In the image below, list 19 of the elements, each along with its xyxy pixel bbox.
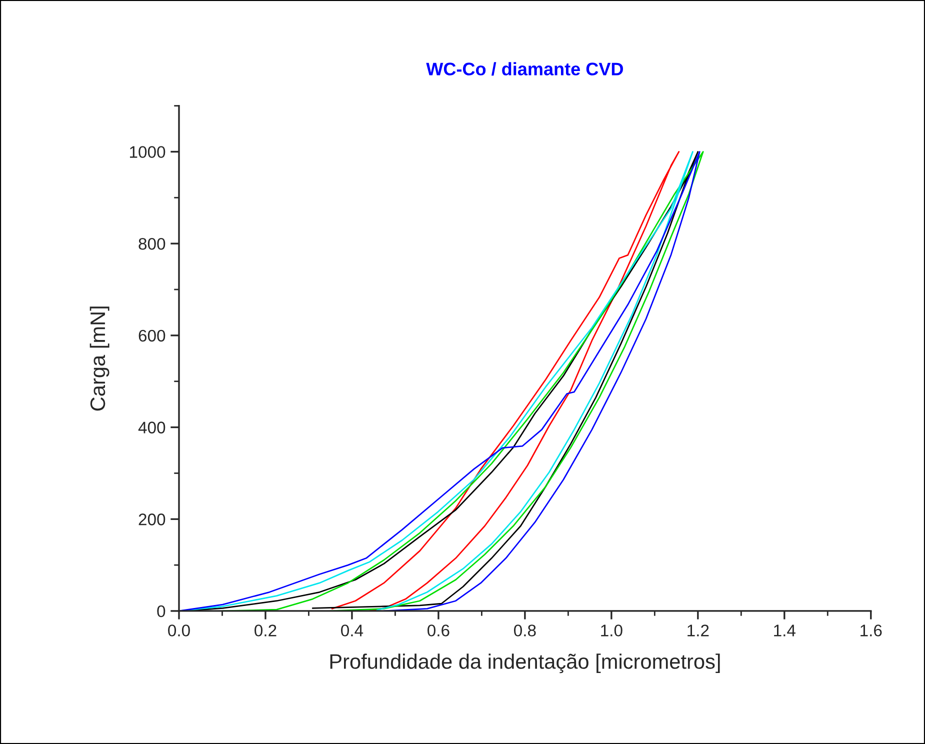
y-axis-title: Carga [mN] [90,306,110,411]
x-tick-label: 1.4 [774,624,796,636]
line-series [331,151,680,611]
x-axis-title: Profundidade da indentação [micrometros] [330,654,720,674]
x-tick-label: 1.0 [601,624,622,636]
x-tick-label: 0.2 [254,624,276,636]
x-tick-label: 0.4 [341,624,364,636]
y-tick-label: 600 [138,330,166,342]
y-tick-label: 800 [138,238,166,250]
x-tick-label: 1.6 [860,624,882,636]
x-tick-label: 0.0 [168,624,190,636]
x-tick-label: 0.8 [514,624,536,636]
x-tick-label: 1.2 [688,624,709,636]
y-tick-label: 0 [157,605,166,618]
y-tick-label: 200 [138,514,166,526]
y-tick-label: 1000 [130,146,166,158]
y-tick-label: 400 [138,422,166,434]
x-tick-label: 0.6 [428,624,450,636]
chart-title: WC-Co / diamante CVD [426,62,623,76]
